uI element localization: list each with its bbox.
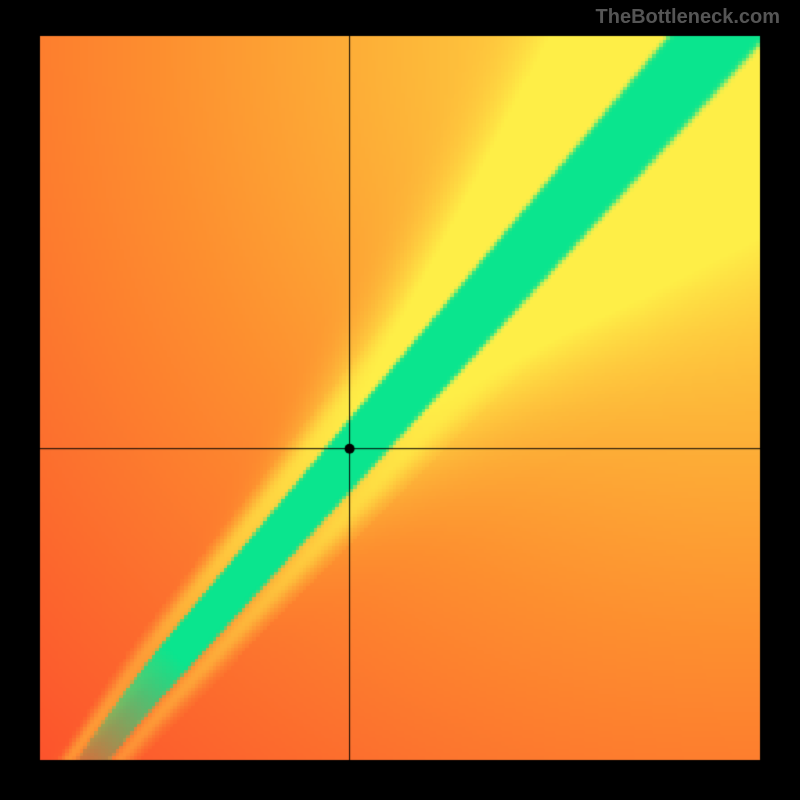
- watermark-text: TheBottleneck.com: [596, 6, 780, 29]
- bottleneck-heatmap: [0, 0, 800, 800]
